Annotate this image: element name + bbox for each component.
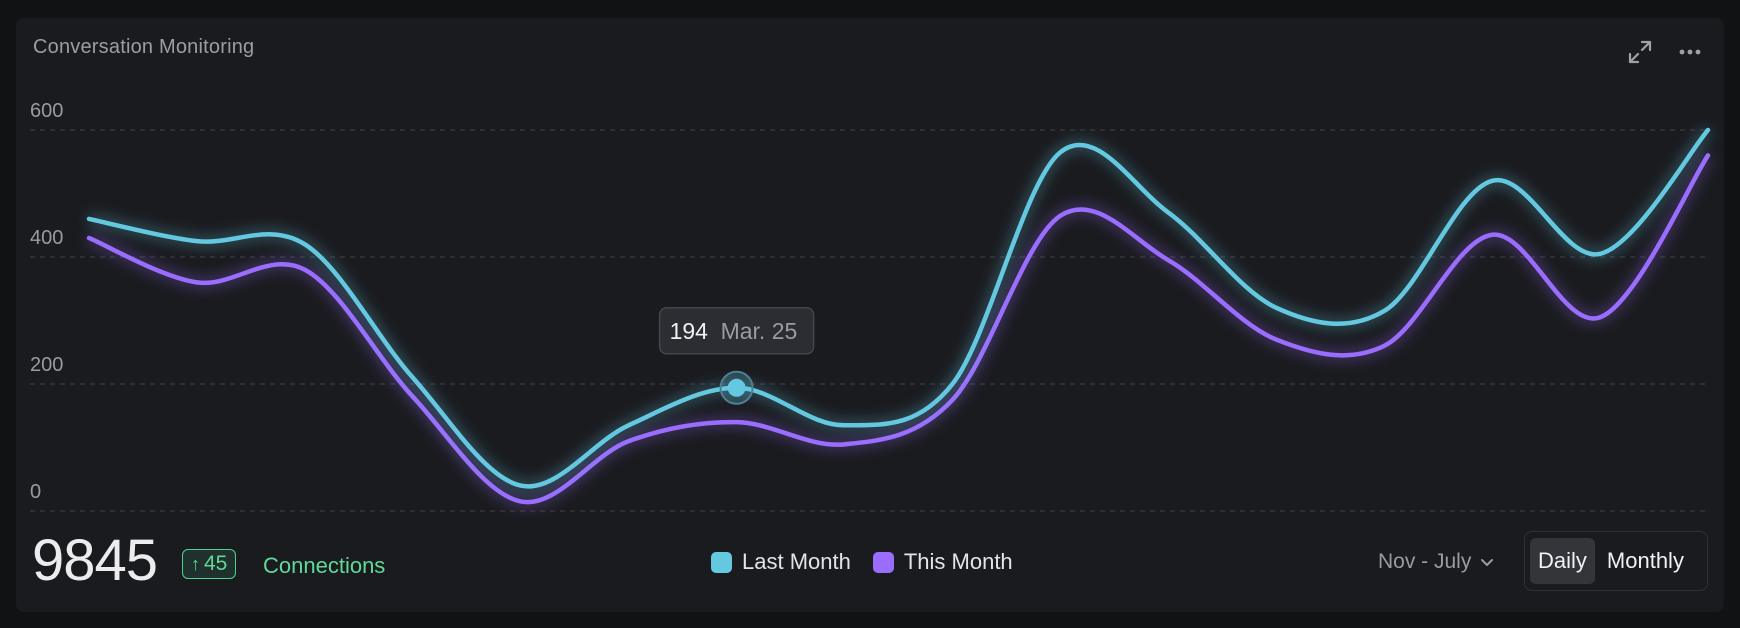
tooltip-box [658, 307, 815, 355]
card-actions [1624, 36, 1706, 68]
date-range-select[interactable]: Nov - July [1378, 550, 1495, 574]
y-tick-label-600: 600 [30, 100, 63, 122]
chevron-down-icon [1481, 559, 1494, 566]
legend-swatch-this-month [872, 551, 894, 573]
legend-item-last-month[interactable]: Last Month [711, 549, 851, 575]
y-tick-label-200: 200 [30, 354, 63, 376]
delta-value: 45 [204, 552, 228, 575]
legend-item-this-month[interactable]: This Month [872, 549, 1013, 575]
chart-card: Conversation Monitoring 0 200 400 600 194 Mar… [16, 18, 1724, 612]
series-line-last-month [86, 127, 1711, 489]
expand-icon[interactable] [1624, 36, 1656, 68]
monthly-toggle-button[interactable]: Monthly [1606, 548, 1684, 573]
more-icon[interactable] [1674, 36, 1706, 68]
line-chart: 0 200 400 600 194 Mar. 25 [30, 100, 1713, 512]
series-line-this-month [86, 153, 1711, 505]
daily-toggle-button[interactable]: Daily [1530, 538, 1595, 584]
legend-swatch-last-month [711, 551, 732, 573]
delta-badge: ↑ 45 [182, 549, 237, 579]
up-arrow-icon: ↑ [191, 553, 200, 574]
card-title: Conversation Monitoring [33, 36, 255, 58]
chart-legend: Last Month This Month [711, 549, 1013, 575]
tooltip-date: Mar. 25 [721, 318, 798, 344]
y-tick-label-0: 0 [30, 481, 41, 503]
total-connections-value: 9845 [32, 528, 158, 593]
legend-label-last-month: Last Month [742, 549, 851, 574]
period-toggle: Daily Monthly [1524, 531, 1708, 591]
tooltip-value: 194 [670, 318, 709, 344]
legend-label-this-month: This Month [903, 549, 1013, 574]
connections-label: Connections [263, 553, 386, 578]
date-range-value: Nov - July [1378, 550, 1472, 573]
y-tick-label-400: 400 [30, 227, 63, 249]
tooltip-marker-dot [727, 378, 746, 397]
